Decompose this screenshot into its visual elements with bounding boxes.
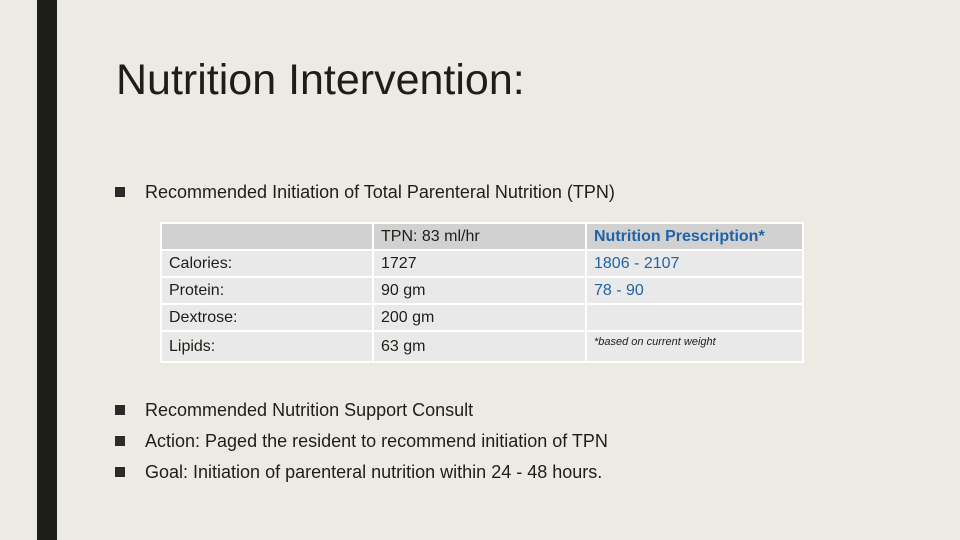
- row-tpn-value: 63 gm: [372, 330, 587, 363]
- table-row: Lipids: 63 gm *based on current weight: [160, 330, 804, 363]
- slide-title: Nutrition Intervention:: [116, 56, 525, 104]
- table-row: Protein: 90 gm 78 - 90: [160, 276, 804, 305]
- table-row: Calories: 1727 1806 - 2107: [160, 249, 804, 278]
- left-accent-bar: [37, 0, 57, 540]
- row-tpn-value: 1727: [372, 249, 587, 278]
- bullet-text: Recommended Initiation of Total Parenter…: [145, 181, 615, 202]
- row-label: Calories:: [160, 249, 374, 278]
- row-tpn-value: 200 gm: [372, 303, 587, 332]
- tpn-table: TPN: 83 ml/hr Nutrition Prescription* Ca…: [160, 222, 804, 363]
- bullet-consult: Recommended Nutrition Support Consult: [115, 398, 473, 422]
- bullet-intro: Recommended Initiation of Total Parenter…: [115, 180, 615, 204]
- table-row: Dextrose: 200 gm: [160, 303, 804, 332]
- row-label: Dextrose:: [160, 303, 374, 332]
- header-cell-empty: [160, 222, 374, 251]
- bullet-text: Action: Paged the resident to recommend …: [145, 430, 608, 451]
- row-prescription-value: 1806 - 2107: [585, 249, 804, 278]
- table-header-row: TPN: 83 ml/hr Nutrition Prescription*: [160, 222, 804, 251]
- square-bullet-icon: [115, 187, 125, 197]
- bullet-text: Recommended Nutrition Support Consult: [145, 399, 474, 420]
- prescription-footnote: *based on current weight: [585, 330, 804, 363]
- square-bullet-icon: [115, 436, 125, 446]
- square-bullet-icon: [115, 467, 125, 477]
- row-tpn-value: 90 gm: [372, 276, 587, 305]
- bullet-text: Goal: Initiation of parenteral nutrition…: [145, 461, 603, 482]
- row-label: Protein:: [160, 276, 374, 305]
- header-cell-prescription: Nutrition Prescription*: [585, 222, 804, 251]
- row-prescription-value: [585, 303, 804, 332]
- header-cell-tpn: TPN: 83 ml/hr: [372, 222, 587, 251]
- row-prescription-value: 78 - 90: [585, 276, 804, 305]
- row-label: Lipids:: [160, 330, 374, 363]
- square-bullet-icon: [115, 405, 125, 415]
- bullet-action: Action: Paged the resident to recommend …: [115, 429, 608, 453]
- bullet-goal: Goal: Initiation of parenteral nutrition…: [115, 460, 602, 484]
